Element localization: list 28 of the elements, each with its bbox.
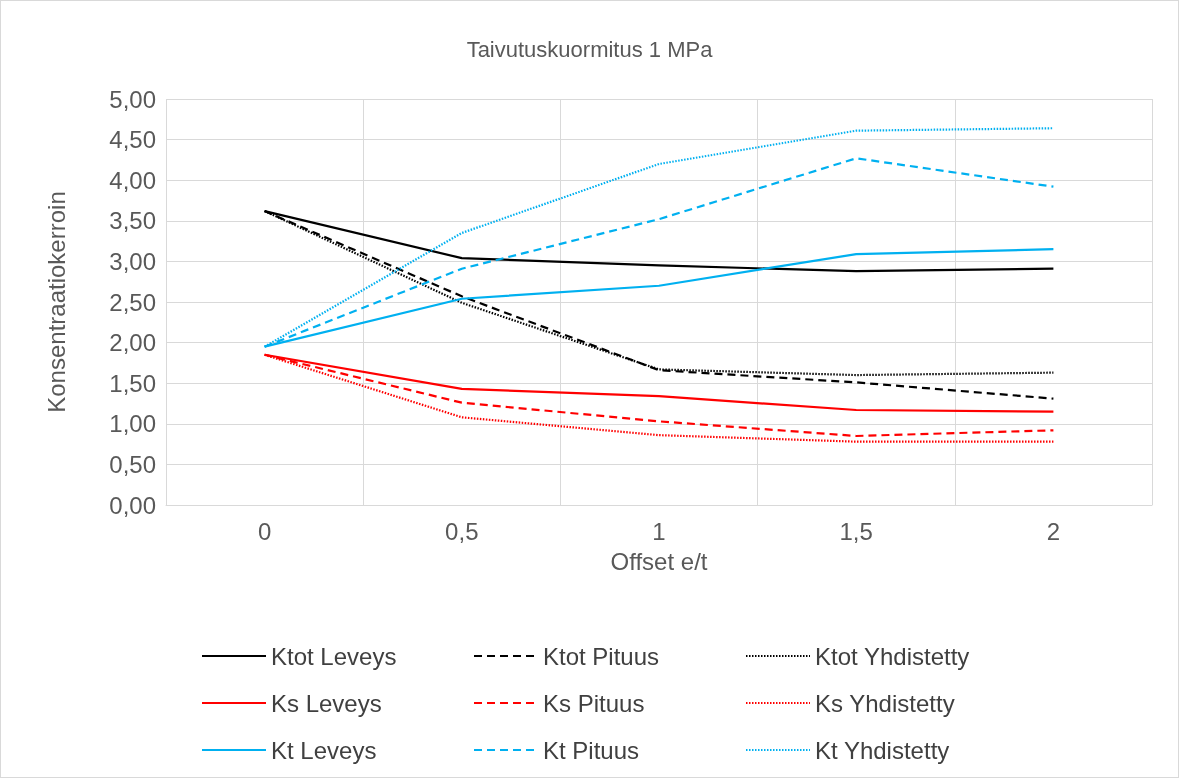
- legend-label: Ks Pituus: [543, 689, 645, 717]
- legend-label: Ks Leveys: [271, 689, 382, 717]
- y-tick-label: 3,50: [109, 207, 156, 235]
- chart-title: Taivutuskuormitus 1 MPa: [466, 36, 714, 62]
- x-axis-title: Offset e/t: [610, 547, 708, 575]
- legend-label: Ks Yhdistetty: [815, 689, 955, 717]
- y-tick-label: 2,00: [109, 329, 156, 357]
- y-tick-label: 0,00: [109, 491, 156, 519]
- x-tick-label: 0: [257, 517, 272, 545]
- y-tick-label: 4,00: [109, 166, 156, 194]
- legend-label: Kt Pituus: [543, 736, 640, 764]
- y-tick-label: 1,50: [109, 369, 156, 397]
- y-tick-label: 4,50: [109, 126, 156, 154]
- x-tick-label: 0,5: [445, 517, 479, 545]
- y-tick-label: 2,50: [109, 288, 156, 316]
- y-tick-label: 3,00: [109, 247, 156, 275]
- legend-label: Ktot Pituus: [543, 642, 660, 670]
- legend-label: Kt Yhdistetty: [815, 736, 950, 764]
- y-tick-label: 5,00: [109, 85, 156, 113]
- y-tick-label: 0,50: [109, 450, 156, 478]
- legend-label: Kt Leveys: [271, 736, 377, 764]
- y-axis-title: Konsentraatiokerroin: [42, 191, 70, 413]
- legend-label: Ktot Yhdistetty: [815, 642, 970, 670]
- legend-label: Ktot Leveys: [271, 642, 397, 670]
- x-tick-label: 1: [652, 517, 666, 545]
- x-tick-label: 2: [1046, 517, 1061, 545]
- y-tick-label: 1,00: [109, 410, 156, 438]
- x-tick-label: 1,5: [839, 517, 873, 545]
